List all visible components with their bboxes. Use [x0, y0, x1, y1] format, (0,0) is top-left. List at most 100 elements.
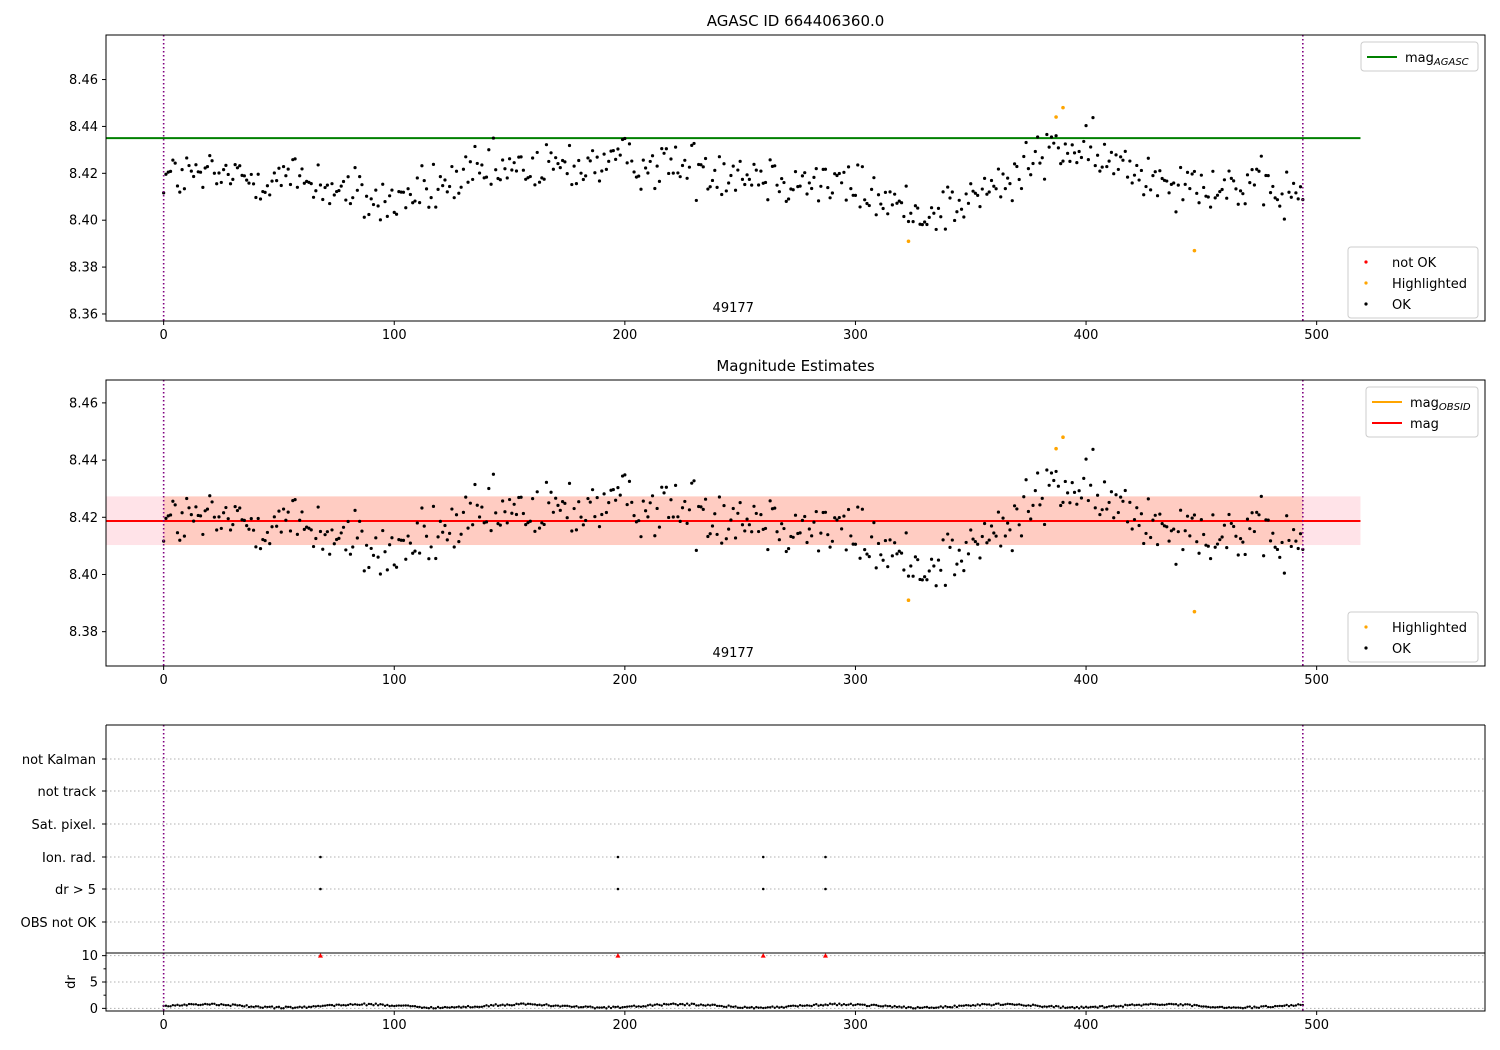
ok-point [215, 528, 219, 532]
dr-point [941, 1006, 945, 1009]
ok-point [178, 190, 182, 194]
dr-point [708, 1004, 712, 1007]
ok-point [941, 190, 945, 194]
dr-point [1186, 1003, 1189, 1006]
dr-point [388, 1004, 391, 1008]
dr-point [448, 1006, 451, 1009]
ok-point [514, 512, 519, 517]
dr-point [921, 1006, 924, 1009]
dr-point [1213, 1006, 1217, 1009]
dr-point [1149, 1002, 1152, 1006]
ok-point [341, 179, 346, 184]
ok-point [1029, 173, 1033, 177]
dr-point [164, 1004, 168, 1007]
ok-point [1070, 481, 1074, 485]
ok-point [738, 501, 742, 505]
ok-point [477, 171, 482, 175]
ok-point [743, 529, 747, 533]
ok-point [491, 472, 496, 476]
dr-point [651, 1004, 654, 1007]
ok-point [436, 535, 440, 539]
dr-point [916, 1005, 919, 1009]
dr-point [374, 1002, 378, 1005]
ok-point [408, 541, 412, 545]
highlighted-point [1054, 115, 1058, 119]
dr-point [519, 1002, 523, 1005]
ok-point [489, 529, 493, 533]
ok-point [272, 171, 276, 175]
ok-point [784, 549, 788, 554]
ok-point [1006, 521, 1010, 525]
flag-row-label: not track [37, 785, 96, 800]
dr-point [649, 1003, 652, 1006]
dr-point [386, 1003, 389, 1007]
ok-point [1049, 135, 1054, 139]
ok-point [1105, 507, 1109, 511]
dr-outlier-marker [615, 953, 621, 958]
dr-point [909, 1006, 913, 1009]
dr-point [284, 1005, 288, 1008]
ok-point [869, 187, 874, 191]
ok-point [1236, 553, 1240, 557]
ok-point [1252, 529, 1256, 534]
dr-point [1094, 1005, 1097, 1008]
ok-point [1241, 540, 1245, 544]
ok-point [835, 173, 839, 178]
dr-point [1253, 1005, 1256, 1008]
ok-point [913, 555, 918, 559]
ok-point [415, 521, 419, 525]
ok-point [925, 578, 929, 582]
ok-point [782, 526, 786, 531]
dr-point [925, 1005, 929, 1009]
dr-point [360, 1003, 364, 1006]
flag-point [616, 887, 620, 891]
ok-point [867, 203, 871, 208]
ok-point [1130, 181, 1134, 185]
ok-point [840, 181, 844, 185]
ok-point [1174, 562, 1178, 566]
ok-point [733, 536, 738, 540]
ok-point [1282, 217, 1286, 221]
ok-point [413, 549, 417, 553]
dr-point [1144, 1003, 1148, 1006]
ok-point [996, 510, 1001, 514]
ok-point [595, 155, 599, 159]
ok-point [955, 562, 959, 566]
dr-point [277, 1005, 281, 1009]
ok-point [1045, 132, 1049, 137]
ok-point [381, 182, 385, 186]
dr-point [1255, 1006, 1258, 1009]
x-tick-label: 100 [382, 673, 407, 688]
legend-marker-swatch [1364, 281, 1368, 285]
ok-point [484, 175, 489, 179]
dr-point [1220, 1005, 1224, 1009]
ok-point [258, 197, 263, 201]
ok-point [1105, 164, 1109, 169]
ok-point [501, 158, 505, 162]
ok-point [408, 192, 412, 197]
ok-point [212, 171, 216, 175]
dr-point [752, 1007, 756, 1010]
ok-point [1211, 513, 1215, 517]
ok-point [194, 163, 198, 167]
ok-point [533, 529, 537, 533]
ok-point [210, 500, 214, 504]
ok-point [180, 511, 184, 515]
dr-point [1151, 1002, 1155, 1006]
ok-point [1285, 514, 1289, 518]
ok-point [1015, 507, 1019, 511]
dr-point [628, 1005, 631, 1008]
ok-point [819, 531, 823, 535]
dr-point [540, 1004, 544, 1007]
dr-point [192, 1003, 195, 1006]
y-tick-label: 0 [90, 1002, 98, 1017]
ok-point [909, 211, 913, 215]
ok-point [1135, 163, 1139, 168]
ok-point [925, 222, 929, 227]
dr-point [713, 1003, 716, 1007]
ok-point [669, 498, 673, 502]
dr-point [579, 1006, 583, 1009]
dr-point [791, 1004, 795, 1007]
ok-point [1086, 498, 1090, 503]
dr-point [323, 1004, 327, 1007]
